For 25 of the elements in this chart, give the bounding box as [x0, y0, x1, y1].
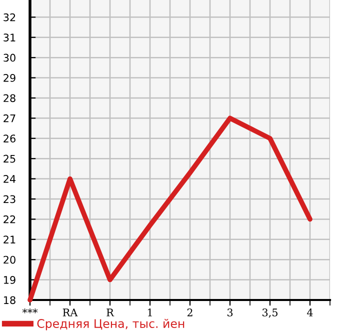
- y-tick-label: 20: [4, 256, 16, 264]
- y-tick-label: 28: [4, 94, 16, 102]
- x-tick-label: 2: [187, 308, 192, 316]
- line-series: [28, 116, 312, 302]
- x-tick-label: 3: [227, 308, 233, 316]
- x-tick-label: 3,5: [262, 308, 278, 318]
- y-tick-label: 29: [4, 74, 16, 82]
- y-tick-label: 26: [4, 134, 16, 142]
- y-tick-label: 30: [4, 54, 16, 62]
- y-tick-label: 22: [4, 215, 16, 224]
- x-tick-label: 4: [307, 308, 313, 316]
- legend-label: Средняя Цена, тыс. йен: [37, 318, 184, 330]
- x-tick-label: 1: [148, 308, 152, 316]
- x-tick-label: RA: [62, 308, 78, 316]
- y-tick-label: 23: [4, 195, 16, 204]
- y-tick-label: 24: [4, 175, 16, 183]
- y-tick-label: 19: [4, 276, 16, 284]
- x-tick-label: ***: [22, 308, 38, 314]
- y-tick-label: 21: [4, 236, 16, 244]
- y-tick-label: 25: [4, 154, 16, 163]
- y-tick-label: 18: [4, 296, 16, 304]
- x-tick-label: R: [106, 308, 114, 316]
- y-tick-label: 27: [4, 114, 16, 122]
- y-tick-label: 32: [4, 13, 16, 22]
- y-tick-label: 31: [4, 34, 16, 42]
